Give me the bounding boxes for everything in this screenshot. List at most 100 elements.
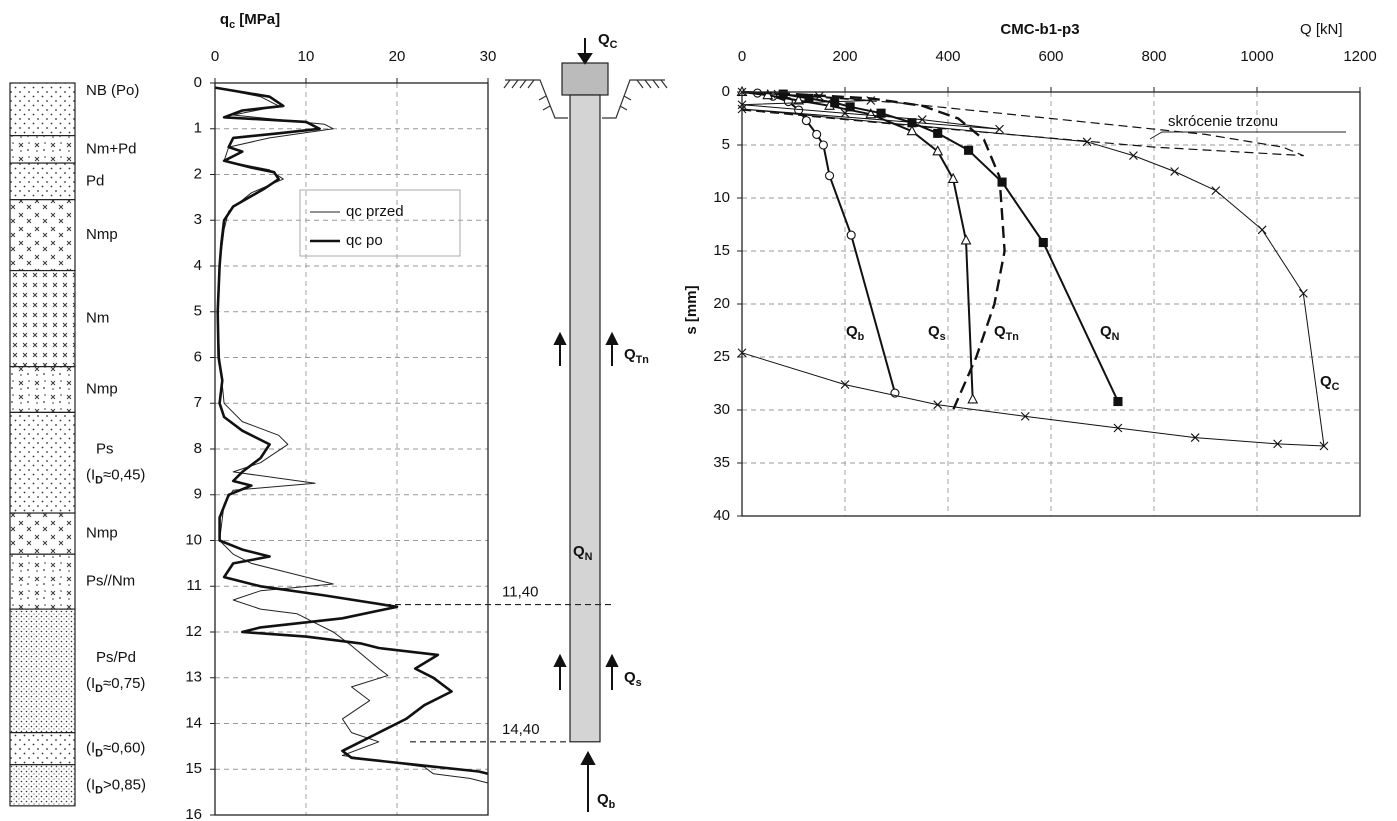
point xyxy=(1113,396,1123,407)
point xyxy=(1211,186,1221,195)
y-tick-label: 3 xyxy=(194,211,202,228)
y-tick-label: 12 xyxy=(185,623,202,640)
x-tick-label: 400 xyxy=(935,48,960,65)
point xyxy=(1298,289,1308,298)
chart-frame xyxy=(741,91,1361,517)
x-tick-label: 200 xyxy=(832,48,857,65)
text-part: Nmp xyxy=(86,525,118,542)
text-part: C xyxy=(610,39,618,51)
level-label: 14,40 xyxy=(502,721,540,738)
annotation: skrócenie trzonu xyxy=(1168,113,1278,130)
cpt-frame xyxy=(214,82,489,816)
point xyxy=(1020,411,1030,421)
text-part: Q xyxy=(597,791,609,808)
text-part: Q xyxy=(624,669,636,686)
point xyxy=(1038,237,1048,248)
y-tick-label: 20 xyxy=(713,295,730,312)
chart-title: CMC-b1-p3 xyxy=(1000,21,1079,38)
y-tick-label: 10 xyxy=(713,189,730,206)
point xyxy=(967,393,979,404)
text-part: [MPa] xyxy=(235,11,280,28)
y-tick-label: 40 xyxy=(713,507,730,524)
soil-hatch xyxy=(10,135,75,164)
soil-hatch xyxy=(10,732,75,765)
text-part: (I xyxy=(86,675,95,692)
soil-label: Nmp xyxy=(86,525,118,542)
y-tick-label: 6 xyxy=(194,348,202,365)
point xyxy=(906,125,918,136)
text-part: Tn xyxy=(1006,331,1019,343)
y-tick-label: 10 xyxy=(185,531,202,548)
point xyxy=(997,177,1007,187)
text-part: ≈0,60) xyxy=(103,740,145,757)
level-label: 11,40 xyxy=(502,584,538,601)
x-tick-label: 800 xyxy=(1141,48,1166,65)
text-part: Q xyxy=(624,346,636,363)
text-part: Q xyxy=(846,323,858,340)
y-tick-label: 30 xyxy=(713,401,730,418)
text-part: s xyxy=(636,677,642,689)
point xyxy=(840,380,850,389)
soil-sublabel: (ID≈0,45) xyxy=(86,467,145,487)
x-tick-label: 0 xyxy=(738,48,746,65)
series-label: Qb xyxy=(846,323,865,343)
y-tick-label: 2 xyxy=(194,165,202,182)
y-tick-label: 5 xyxy=(722,136,730,153)
soil-label: Nmp xyxy=(86,226,118,243)
text-part: D xyxy=(95,748,103,760)
point xyxy=(814,91,824,101)
text-part: C xyxy=(1332,381,1340,393)
point xyxy=(801,116,811,126)
point xyxy=(830,98,840,108)
point xyxy=(933,128,943,138)
text-part: c xyxy=(229,19,235,31)
load-label: QC xyxy=(598,31,618,51)
point xyxy=(1113,423,1123,433)
point xyxy=(1257,225,1267,235)
text-part: (I xyxy=(86,467,95,484)
text-part: D xyxy=(95,475,103,487)
x-tick-label: 10 xyxy=(298,48,315,65)
ground xyxy=(503,79,668,119)
load-label: Qb xyxy=(597,791,616,811)
text-part: Nm xyxy=(86,310,109,327)
text-part: Ps//Nm xyxy=(86,573,135,590)
soil-label: Ps//Nm xyxy=(86,573,135,590)
y-tick-label: 7 xyxy=(194,394,202,411)
text-part: Q xyxy=(573,543,585,560)
series-line xyxy=(741,90,1006,411)
soil-hatch xyxy=(10,270,75,367)
text-part: Nm+Pd xyxy=(86,140,136,157)
y-tick-label: 1 xyxy=(194,120,202,137)
point xyxy=(1129,151,1138,160)
text-part: q xyxy=(220,11,229,28)
text-part: Nmp xyxy=(86,226,118,243)
y-tick-label: 0 xyxy=(194,74,202,91)
soil-label: (ID>0,85) xyxy=(86,776,146,796)
text-part: (I xyxy=(86,776,95,793)
soil-hatch xyxy=(10,163,75,200)
point xyxy=(1170,167,1179,176)
x-tick-label: 0 xyxy=(211,48,219,65)
pile-cap xyxy=(561,62,609,96)
point xyxy=(960,234,972,245)
point xyxy=(947,172,959,183)
point xyxy=(824,171,835,181)
load-label: QTn xyxy=(624,346,649,366)
point xyxy=(1190,433,1200,442)
text-part: D xyxy=(95,784,103,796)
x-tick-label: 600 xyxy=(1038,48,1063,65)
text-part: ≈0,45) xyxy=(103,467,145,484)
soil-label: (ID≈0,60) xyxy=(86,740,145,760)
y-tick-label: 15 xyxy=(713,242,730,259)
y-tick-label: 14 xyxy=(185,714,202,731)
text-part: Ps/Pd xyxy=(96,649,136,666)
text-part: Q xyxy=(928,323,940,340)
point xyxy=(964,145,974,155)
text-part: D xyxy=(95,683,103,695)
x-tick-label: 1000 xyxy=(1240,48,1273,65)
soil-hatch xyxy=(10,412,75,514)
text-part: Pd xyxy=(86,172,104,189)
text-part: Q xyxy=(1320,373,1332,390)
